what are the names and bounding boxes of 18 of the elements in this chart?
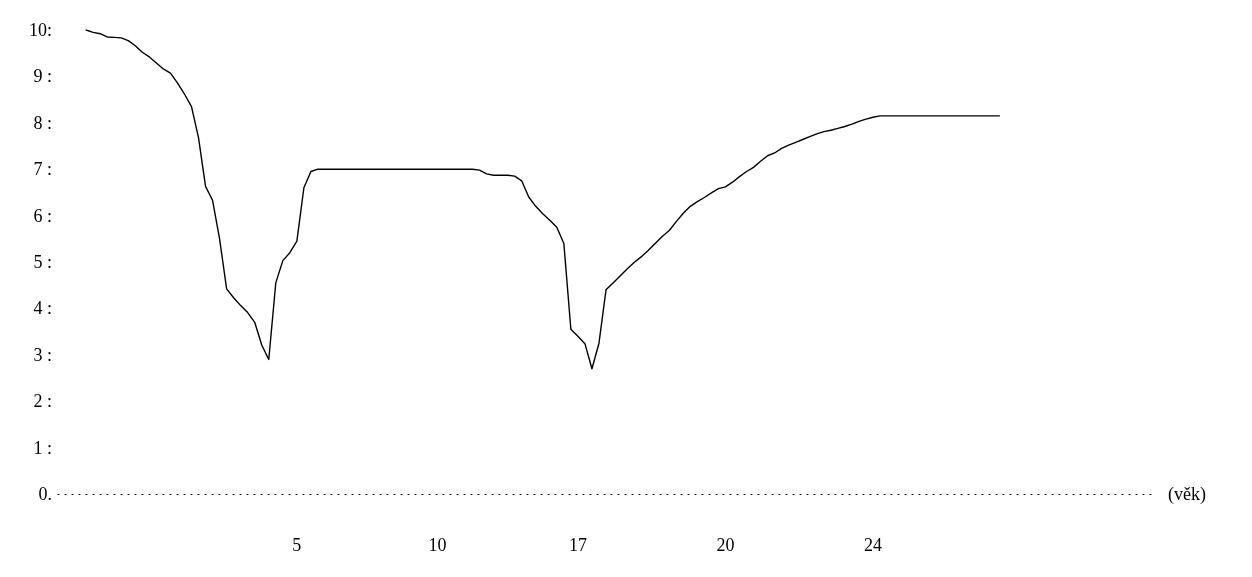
y-tick-label: 5 : xyxy=(33,252,52,272)
x-tick-label: 24 xyxy=(863,535,882,555)
y-tick-label: 4 : xyxy=(33,298,52,319)
y-tick-label: 2 : xyxy=(33,391,52,412)
x-axis-title: (věk) xyxy=(1168,484,1206,505)
y-tick-label: 1 : xyxy=(33,437,52,458)
y-tick-label: 10: xyxy=(28,20,52,40)
y-tick-label: 0. xyxy=(38,484,52,504)
y-tick-label: 6 : xyxy=(33,205,52,226)
x-tick-label: 20 xyxy=(716,535,735,555)
y-tick-label: 3 : xyxy=(33,344,52,365)
x-tick-label: 10 xyxy=(428,535,447,555)
x-tick-label: 5 xyxy=(292,535,302,555)
x-tick-label: 17 xyxy=(568,535,587,555)
y-tick-label: 9 : xyxy=(33,66,52,87)
y-tick-label: 8 : xyxy=(33,112,52,133)
line-series xyxy=(85,29,1001,370)
y-tick-label: 7 : xyxy=(33,159,52,180)
